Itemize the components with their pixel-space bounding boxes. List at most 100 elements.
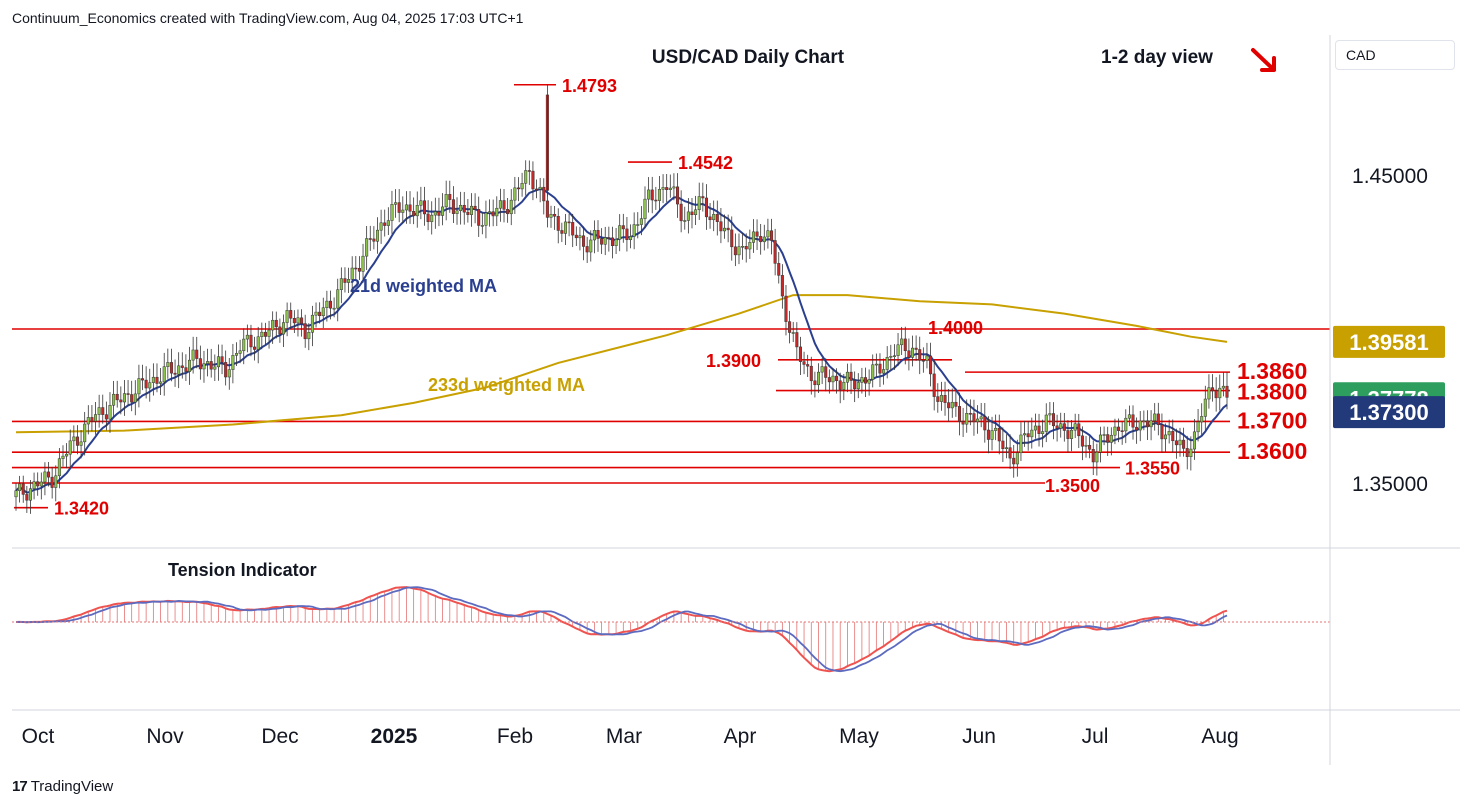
- candle-body: [32, 481, 36, 489]
- candle-body: [162, 366, 166, 383]
- candle-body: [502, 200, 506, 210]
- candle-body: [198, 358, 202, 370]
- candle-body: [347, 279, 351, 283]
- candle-body: [845, 371, 849, 383]
- chart-title: USD/CAD Daily Chart: [652, 47, 845, 68]
- candle-body: [748, 242, 752, 250]
- candle-body: [401, 209, 405, 213]
- candle-body: [383, 222, 387, 226]
- candle-body: [661, 187, 665, 190]
- candle-body: [1164, 434, 1168, 440]
- candle-body: [1182, 439, 1186, 449]
- candle-body: [83, 423, 87, 443]
- candle-body: [751, 231, 755, 243]
- candle-body: [112, 393, 116, 406]
- candle-body: [925, 355, 929, 361]
- candle-body: [278, 326, 282, 335]
- candle-body: [415, 205, 419, 217]
- ma21-badge: 1.37300: [1349, 400, 1429, 425]
- candle-body: [647, 189, 651, 200]
- candle-body: [755, 231, 759, 237]
- candle-body: [169, 362, 173, 374]
- y-tick-label: 1.35000: [1352, 473, 1428, 496]
- candle-body: [412, 210, 416, 217]
- candle-body: [621, 225, 625, 230]
- candle-body: [451, 199, 455, 214]
- candle-body: [249, 334, 253, 348]
- candle-body: [856, 382, 860, 390]
- candle-body: [422, 200, 427, 215]
- candle-body: [874, 363, 878, 366]
- candle-body: [1131, 414, 1135, 428]
- candle-body: [1091, 449, 1095, 463]
- candle-body: [1102, 434, 1106, 436]
- candle-body: [256, 336, 260, 350]
- candle-body: [119, 399, 123, 403]
- candle-body: [1044, 414, 1048, 432]
- candle-body: [303, 323, 307, 340]
- candle-body: [343, 278, 347, 283]
- candle-body: [939, 395, 943, 402]
- footer: 17 TradingView: [12, 778, 113, 795]
- candle-body: [932, 373, 936, 397]
- candle-body: [133, 393, 137, 403]
- candle-body: [603, 237, 607, 245]
- candle-body: [910, 347, 915, 358]
- candle-body: [65, 453, 69, 457]
- candle-body: [538, 186, 542, 190]
- candle-body: [549, 213, 553, 218]
- candle-body: [983, 416, 987, 431]
- candle-body: [1098, 434, 1102, 453]
- candle-body: [1095, 451, 1099, 463]
- candle-body: [701, 196, 705, 199]
- candle-body: [589, 239, 593, 253]
- candle-body: [723, 227, 727, 232]
- candle-body: [115, 393, 119, 401]
- candle-body: [14, 490, 18, 498]
- candle-body: [292, 318, 296, 324]
- candle-body: [556, 216, 560, 231]
- candle-body: [592, 230, 596, 241]
- candle-body: [336, 289, 340, 309]
- candle-body: [220, 356, 224, 363]
- candle-body: [325, 300, 329, 309]
- candle-body: [802, 361, 806, 365]
- chart-subtitle: 1-2 day view: [1101, 47, 1213, 68]
- candle-body: [72, 436, 76, 442]
- candle-body: [712, 214, 716, 221]
- candle-body: [1001, 440, 1005, 449]
- candle-body: [1015, 452, 1019, 465]
- down-arrow-icon: [1251, 48, 1276, 72]
- candle-body: [1037, 425, 1041, 434]
- candle-body: [831, 375, 835, 383]
- candle-body: [18, 483, 22, 491]
- candle-body: [1051, 413, 1055, 427]
- candle-body: [321, 307, 325, 317]
- candle-body: [679, 203, 683, 222]
- ma21-line: [15, 187, 1228, 494]
- candle-body: [151, 376, 155, 383]
- candle-body: [1135, 426, 1139, 431]
- candle-body: [824, 366, 828, 378]
- candle-body: [1167, 431, 1171, 436]
- candle-body: [1073, 423, 1077, 431]
- candle-body: [126, 393, 130, 395]
- candle-body: [375, 229, 380, 242]
- candle-body: [202, 363, 206, 370]
- candle-body: [892, 355, 896, 357]
- peak-label: 1.3420: [54, 499, 109, 519]
- candle-body: [726, 227, 730, 231]
- level-label: 1.3700: [1237, 407, 1307, 433]
- candle-body: [209, 361, 213, 370]
- currency-label[interactable]: CAD: [1335, 40, 1455, 70]
- candle-body: [665, 187, 669, 190]
- x-tick-label: Apr: [724, 725, 757, 748]
- candle-body: [520, 183, 524, 190]
- candle-body: [50, 476, 54, 488]
- peak-label: 1.4793: [562, 76, 617, 96]
- peak-label: 1.4542: [678, 153, 733, 173]
- candle-body: [1033, 425, 1037, 431]
- candle-body: [553, 213, 557, 217]
- candle-body: [863, 377, 868, 384]
- candle-body: [242, 338, 246, 352]
